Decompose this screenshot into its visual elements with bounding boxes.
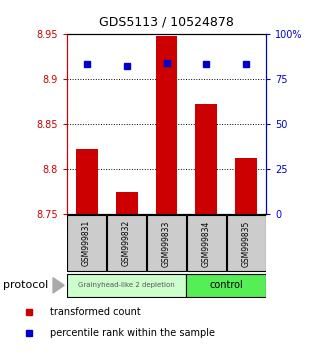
Text: GSM999832: GSM999832 bbox=[122, 220, 131, 267]
Text: percentile rank within the sample: percentile rank within the sample bbox=[50, 328, 215, 338]
Text: Grainyhead-like 2 depletion: Grainyhead-like 2 depletion bbox=[78, 282, 175, 288]
FancyBboxPatch shape bbox=[187, 215, 226, 272]
Text: GSM999834: GSM999834 bbox=[202, 220, 211, 267]
FancyBboxPatch shape bbox=[227, 215, 266, 272]
Text: GSM999833: GSM999833 bbox=[162, 220, 171, 267]
Text: GSM999835: GSM999835 bbox=[242, 220, 251, 267]
FancyBboxPatch shape bbox=[147, 215, 186, 272]
FancyBboxPatch shape bbox=[186, 274, 266, 297]
Text: GSM999831: GSM999831 bbox=[82, 220, 91, 267]
Text: protocol: protocol bbox=[3, 280, 49, 290]
Text: transformed count: transformed count bbox=[50, 307, 141, 317]
Text: control: control bbox=[209, 280, 243, 290]
Bar bbox=[156, 36, 177, 214]
Bar bbox=[116, 192, 138, 214]
Bar bbox=[76, 149, 98, 214]
FancyBboxPatch shape bbox=[67, 215, 106, 272]
Text: GDS5113 / 10524878: GDS5113 / 10524878 bbox=[99, 16, 234, 29]
FancyBboxPatch shape bbox=[67, 274, 186, 297]
Bar bbox=[235, 158, 257, 214]
Polygon shape bbox=[53, 278, 64, 293]
Bar bbox=[195, 104, 217, 214]
FancyBboxPatch shape bbox=[107, 215, 146, 272]
